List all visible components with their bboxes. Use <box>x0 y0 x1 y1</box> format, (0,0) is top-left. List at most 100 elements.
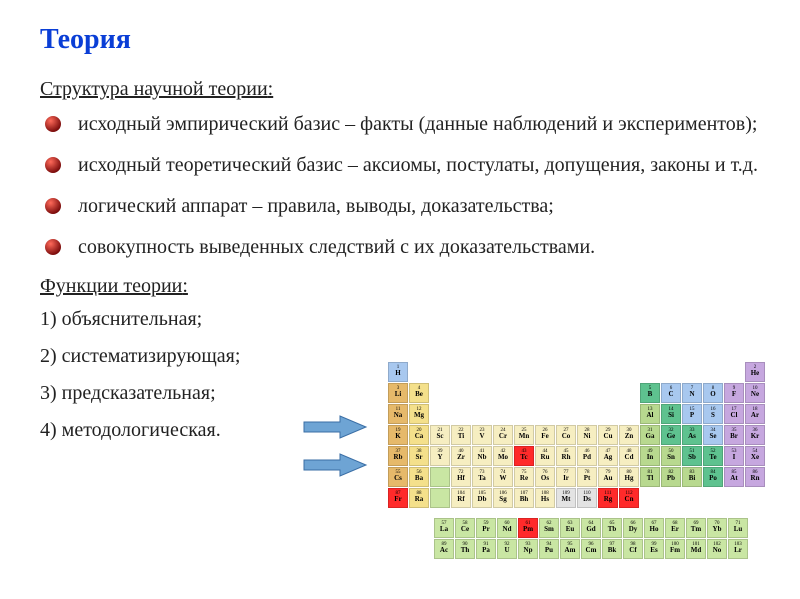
bullet-icon <box>44 237 62 263</box>
pt-cell: 74W <box>493 467 513 487</box>
pt-cell: 63Eu <box>560 518 580 538</box>
pt-cell: 46Pd <box>577 446 597 466</box>
pt-cell: 92U <box>497 539 517 559</box>
pt-cell: 89Ac <box>434 539 454 559</box>
pt-cell: 58Ce <box>455 518 475 538</box>
pt-cell: 62Sm <box>539 518 559 538</box>
pt-cell: 33As <box>682 425 702 445</box>
pt-cell: 103Lr <box>728 539 748 559</box>
pt-cell: 37Rb <box>388 446 408 466</box>
pt-cell: 50Sn <box>661 446 681 466</box>
pt-cell: 1H <box>388 362 408 382</box>
section-structure-heading-text: Структура научной теории <box>40 78 268 100</box>
pt-cell: 41Nb <box>472 446 492 466</box>
functions-item: 1) объяснительная; <box>40 308 760 331</box>
pt-cell: 94Pu <box>539 539 559 559</box>
pt-cell: 43Tc <box>514 446 534 466</box>
pt-cell: 17Cl <box>724 404 744 424</box>
pt-cell: 104Rf <box>451 488 471 508</box>
page-title: Теория <box>40 24 760 56</box>
section-functions-heading: Функции теории: <box>40 275 760 298</box>
pt-cell: 67Ho <box>644 518 664 538</box>
pt-cell: 96Cm <box>581 539 601 559</box>
pt-cell: 105Db <box>472 488 492 508</box>
pt-cell: 80Hg <box>619 467 639 487</box>
pt-cell: 55Cs <box>388 467 408 487</box>
pt-cell: 32Ge <box>661 425 681 445</box>
pt-cell: 19K <box>388 425 408 445</box>
pt-cell: 45Rh <box>556 446 576 466</box>
pt-cell: 93Np <box>518 539 538 559</box>
pt-cell: 27Co <box>556 425 576 445</box>
bullet-text: совокупность выведенных следствий с их д… <box>72 234 595 260</box>
pt-cell: 57La <box>434 518 454 538</box>
pt-cell: 40Zr <box>451 446 471 466</box>
bullet-icon <box>44 114 62 140</box>
pt-cell: 9F <box>724 383 744 403</box>
pt-cell: 83Bi <box>682 467 702 487</box>
pt-cell: 23V <box>472 425 492 445</box>
pt-cell: 98Cf <box>623 539 643 559</box>
bullet-item: исходный теоретический базис – аксиомы, … <box>40 152 760 181</box>
section-functions-heading-text: Функции теории <box>40 275 182 297</box>
pt-cell: 78Pt <box>577 467 597 487</box>
bullet-icon <box>44 155 62 181</box>
pt-cell: 13Al <box>640 404 660 424</box>
pt-cell: 25Mn <box>514 425 534 445</box>
section-structure-heading: Структура научной теории: <box>40 78 760 101</box>
pt-cell: 3Li <box>388 383 408 403</box>
pt-cell: 108Hs <box>535 488 555 508</box>
pt-cell: 12Mg <box>409 404 429 424</box>
pt-cell: 6C <box>661 383 681 403</box>
pt-cell: 48Cd <box>619 446 639 466</box>
pt-cell: 35Br <box>724 425 744 445</box>
pt-cell: 15P <box>682 404 702 424</box>
pt-cell: 65Tb <box>602 518 622 538</box>
pt-cell: 20Ca <box>409 425 429 445</box>
pt-cell: 76Os <box>535 467 555 487</box>
pt-cell: 38Sr <box>409 446 429 466</box>
pt-cell: 100Fm <box>665 539 685 559</box>
bullet-item: логический аппарат – правила, выводы, до… <box>40 193 760 222</box>
pt-cell: 31Ga <box>640 425 660 445</box>
arrow-group <box>300 412 370 480</box>
pt-cell: 106Sg <box>493 488 513 508</box>
periodic-table: 1H2He3Li4Be5B6C7N8O9F10Ne11Na12Mg13Al14S… <box>388 362 778 559</box>
pt-cell: 64Gd <box>581 518 601 538</box>
pt-cell: 60Nd <box>497 518 517 538</box>
bullet-sphere-icon <box>44 115 62 133</box>
pt-cell: 51Sb <box>682 446 702 466</box>
bullet-text: исходный теоретический базис – аксиомы, … <box>72 152 758 178</box>
pt-cell: 68Er <box>665 518 685 538</box>
pt-cell: 10Ne <box>745 383 765 403</box>
pt-cell: 69Tm <box>686 518 706 538</box>
pt-cell: 61Pm <box>518 518 538 538</box>
pt-cell: 24Cr <box>493 425 513 445</box>
bullet-sphere-icon <box>44 156 62 174</box>
bullet-text: логический аппарат – правила, выводы, до… <box>72 193 554 219</box>
pt-cell: 75Re <box>514 467 534 487</box>
pt-cell: 85At <box>724 467 744 487</box>
pt-cell: 42Mo <box>493 446 513 466</box>
pt-cell: 36Kr <box>745 425 765 445</box>
pt-cell: 14Si <box>661 404 681 424</box>
pt-cell: 4Be <box>409 383 429 403</box>
pt-cell: 79Au <box>598 467 618 487</box>
pt-cell: 30Zn <box>619 425 639 445</box>
pt-cell: 34Se <box>703 425 723 445</box>
pt-cell: 39Y <box>430 446 450 466</box>
pt-cell: 49In <box>640 446 660 466</box>
pt-cell: 44Ru <box>535 446 555 466</box>
pt-cell: 54Xe <box>745 446 765 466</box>
pt-cell: 21Sc <box>430 425 450 445</box>
pt-cell: 81Tl <box>640 467 660 487</box>
pt-cell: 87Fr <box>388 488 408 508</box>
pt-cell: 82Pb <box>661 467 681 487</box>
pt-cell: 2He <box>745 362 765 382</box>
pt-cell: 111Rg <box>598 488 618 508</box>
pt-cell: 97Bk <box>602 539 622 559</box>
bullet-item: исходный эмпирический базис – факты (дан… <box>40 111 760 140</box>
pt-cell: 56Ba <box>409 467 429 487</box>
pt-cell: 107Bh <box>514 488 534 508</box>
pt-cell: 66Dy <box>623 518 643 538</box>
